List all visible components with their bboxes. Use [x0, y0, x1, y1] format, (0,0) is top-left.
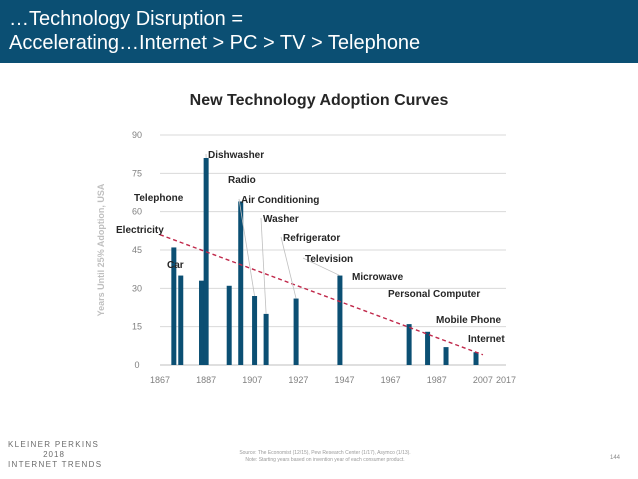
chart-title: New Technology Adoption Curves — [189, 92, 449, 109]
source-line-2: Note: Starting years based on invention … — [245, 457, 405, 463]
x-tick-label: 1927 — [288, 375, 308, 385]
leader-line — [238, 198, 255, 297]
bar — [178, 275, 184, 365]
x-tick-label: 1947 — [335, 375, 355, 385]
bar — [263, 313, 269, 365]
leader-line — [280, 236, 297, 299]
data-label: Car — [167, 260, 184, 271]
y-tick-label: 0 — [134, 360, 139, 370]
slide-title-line-1: …Technology Disruption = — [9, 8, 244, 30]
y-axis-label: Years Until 25% Adoption, USA — [96, 183, 106, 316]
bar — [425, 331, 431, 365]
bar — [171, 247, 177, 365]
x-tick-label: 1887 — [196, 375, 216, 385]
data-label: Telephone — [134, 193, 184, 204]
leader-line — [260, 217, 267, 314]
data-label: Dishwasher — [208, 150, 264, 161]
bar — [199, 280, 205, 365]
x-tick-label: 1907 — [242, 375, 262, 385]
slide-header: …Technology Disruption = Accelerating…In… — [0, 0, 638, 63]
source-note: Source: The Economist (12/15), Pew Resea… — [190, 450, 460, 464]
logo-line-1: KLEINER PERKINS — [8, 440, 100, 449]
data-label: Microwave — [352, 272, 404, 283]
logo-line-3: INTERNET TRENDS — [8, 460, 103, 469]
x-tick-label: 2007 — [473, 375, 493, 385]
source-line-1: Source: The Economist (12/15), Pew Resea… — [239, 450, 411, 456]
logo-line-2: 2018 — [43, 450, 65, 459]
leader-line — [302, 257, 341, 276]
y-tick-label: 75 — [132, 168, 142, 178]
x-tick-label: 2017 — [496, 375, 516, 385]
bar — [443, 347, 449, 365]
data-label: Electricity — [116, 225, 164, 236]
page-number: 144 — [610, 455, 621, 461]
bar — [226, 285, 232, 365]
y-tick-label: 45 — [132, 245, 142, 255]
data-label: Personal Computer — [388, 289, 480, 300]
y-tick-label: 15 — [132, 322, 142, 332]
bar — [252, 296, 258, 365]
bar — [406, 324, 412, 365]
bar — [238, 201, 244, 365]
bar — [203, 158, 209, 365]
data-label: Internet — [468, 334, 505, 345]
data-label: Radio — [228, 175, 256, 186]
kpcb-logo: KLEINER PERKINS 2018 INTERNET TRENDS — [8, 440, 102, 470]
data-label: Refrigerator — [283, 233, 340, 244]
y-tick-label: 90 — [132, 130, 142, 140]
y-tick-label: 60 — [132, 207, 142, 217]
data-label: Television — [305, 254, 353, 265]
bar — [473, 352, 479, 365]
x-tick-label: 1987 — [427, 375, 447, 385]
x-tick-label: 1967 — [381, 375, 401, 385]
data-label: Washer — [263, 214, 299, 225]
data-label: Air Conditioning — [241, 195, 319, 206]
trend-line — [159, 234, 484, 356]
data-label: Mobile Phone — [436, 315, 501, 326]
y-tick-label: 30 — [132, 283, 142, 293]
x-tick-label: 1867 — [150, 375, 170, 385]
slide-title-line-2: Accelerating…Internet > PC > TV > Teleph… — [9, 32, 421, 54]
bar — [293, 298, 299, 365]
bar — [337, 275, 343, 365]
